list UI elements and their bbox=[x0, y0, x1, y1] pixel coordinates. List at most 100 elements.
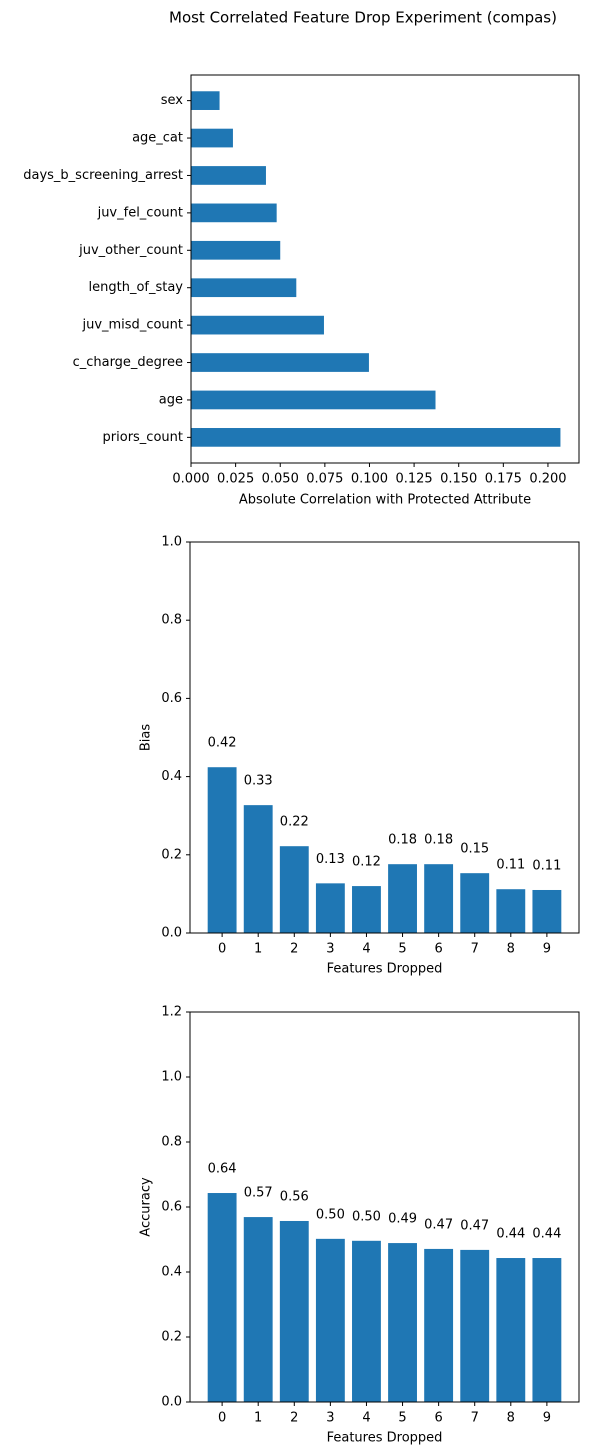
y-tick-label: 0.4 bbox=[161, 1265, 182, 1280]
y-tick-label: 0.6 bbox=[161, 1200, 182, 1215]
x-tick-label: 0 bbox=[218, 1411, 226, 1426]
bar bbox=[279, 846, 309, 933]
value-label: 0.50 bbox=[316, 1207, 345, 1222]
x-tick-label: 4 bbox=[362, 942, 370, 957]
bar bbox=[496, 1258, 526, 1402]
y-tick-label: 1.2 bbox=[161, 1005, 182, 1020]
x-tick-label: 0.200 bbox=[529, 472, 566, 487]
value-label: 0.44 bbox=[496, 1227, 525, 1242]
value-label: 0.13 bbox=[316, 852, 345, 867]
x-tick-label: 9 bbox=[543, 1411, 551, 1426]
value-label: 0.18 bbox=[424, 833, 453, 848]
x-axis-label: Features Dropped bbox=[327, 962, 443, 977]
y-tick-label: 1.0 bbox=[161, 535, 182, 550]
value-label: 0.57 bbox=[244, 1186, 273, 1201]
value-label: 0.11 bbox=[532, 858, 561, 873]
bar bbox=[243, 1217, 273, 1402]
y-tick-label: 0.2 bbox=[161, 1330, 182, 1345]
bar bbox=[207, 1193, 237, 1402]
x-tick-label: 0.175 bbox=[485, 472, 522, 487]
bar bbox=[460, 1249, 490, 1402]
value-label: 0.18 bbox=[388, 833, 417, 848]
bar bbox=[207, 767, 237, 933]
value-label: 0.33 bbox=[244, 774, 273, 789]
value-label: 0.47 bbox=[424, 1217, 453, 1232]
y-tick-label: 1.0 bbox=[161, 1070, 182, 1085]
axes-frame bbox=[190, 74, 580, 464]
value-label: 0.22 bbox=[280, 815, 309, 830]
value-label: 0.50 bbox=[352, 1209, 381, 1224]
bar bbox=[191, 353, 369, 372]
y-tick-label: 0.8 bbox=[161, 613, 182, 628]
y-tick-label: sex bbox=[161, 93, 184, 108]
value-label: 0.44 bbox=[532, 1227, 561, 1242]
y-axis-label: Accuracy bbox=[139, 1177, 154, 1237]
bar bbox=[191, 203, 277, 223]
y-tick-label: length_of_stay bbox=[89, 280, 184, 295]
x-tick-label: 5 bbox=[398, 1411, 406, 1426]
y-tick-label: age bbox=[159, 392, 183, 407]
bar bbox=[191, 128, 233, 148]
value-label: 0.42 bbox=[208, 736, 237, 751]
y-axis-label: Bias bbox=[139, 724, 154, 751]
x-tick-label: 0.075 bbox=[306, 472, 343, 487]
x-tick-label: 0.100 bbox=[351, 472, 388, 487]
bar bbox=[279, 1220, 309, 1402]
x-tick-label: 5 bbox=[398, 942, 406, 957]
value-label: 0.11 bbox=[496, 858, 525, 873]
y-tick-label: juv_other_count bbox=[78, 243, 183, 258]
bar bbox=[191, 166, 266, 185]
value-label: 0.56 bbox=[280, 1189, 309, 1204]
x-tick-label: 0.050 bbox=[262, 472, 299, 487]
y-tick-label: c_charge_degree bbox=[73, 355, 183, 370]
bar bbox=[191, 428, 561, 447]
bar bbox=[532, 889, 562, 933]
x-tick-label: 9 bbox=[543, 942, 551, 957]
value-label: 0.15 bbox=[460, 842, 489, 857]
x-axis-label: Absolute Correlation with Protected Attr… bbox=[239, 493, 531, 508]
bar bbox=[352, 886, 381, 933]
y-tick-label: 0.4 bbox=[161, 769, 182, 784]
value-label: 0.64 bbox=[208, 1162, 237, 1177]
x-tick-label: 0.150 bbox=[440, 472, 477, 487]
x-tick-label: 7 bbox=[471, 1411, 479, 1426]
x-tick-label: 1 bbox=[254, 942, 262, 957]
y-tick-label: 0.8 bbox=[161, 1135, 182, 1150]
y-tick-label: 0.2 bbox=[161, 847, 182, 862]
bar bbox=[191, 390, 436, 410]
bar bbox=[191, 91, 220, 110]
value-label: 0.12 bbox=[352, 855, 381, 870]
y-tick-label: juv_fel_count bbox=[97, 205, 183, 220]
x-tick-label: 2 bbox=[290, 1411, 298, 1426]
y-tick-label: juv_misd_count bbox=[81, 318, 183, 333]
y-tick-label: 0.6 bbox=[161, 691, 182, 706]
y-tick-label: 0.0 bbox=[161, 1395, 182, 1410]
bar bbox=[424, 864, 454, 933]
bar bbox=[191, 315, 324, 335]
y-tick-label: days_b_screening_arrest bbox=[23, 168, 183, 183]
bar bbox=[388, 864, 417, 933]
axes-frame bbox=[189, 1011, 580, 1403]
bar bbox=[315, 883, 345, 933]
bar bbox=[191, 278, 297, 298]
y-tick-label: 0.0 bbox=[161, 926, 182, 941]
x-tick-label: 0 bbox=[218, 942, 226, 957]
x-tick-label: 3 bbox=[326, 942, 334, 957]
x-tick-label: 7 bbox=[471, 942, 479, 957]
x-tick-label: 6 bbox=[434, 1411, 442, 1426]
axes-frame bbox=[189, 541, 580, 934]
bar bbox=[388, 1243, 417, 1402]
x-tick-label: 2 bbox=[290, 942, 298, 957]
x-tick-label: 3 bbox=[326, 1411, 334, 1426]
x-tick-label: 8 bbox=[507, 1411, 515, 1426]
bar bbox=[191, 240, 281, 260]
y-tick-label: priors_count bbox=[103, 430, 183, 445]
x-tick-label: 8 bbox=[507, 942, 515, 957]
bar bbox=[424, 1248, 454, 1402]
y-tick-label: age_cat bbox=[132, 131, 183, 146]
x-tick-label: 4 bbox=[362, 1411, 370, 1426]
bar bbox=[315, 1238, 345, 1402]
bar bbox=[496, 889, 526, 933]
